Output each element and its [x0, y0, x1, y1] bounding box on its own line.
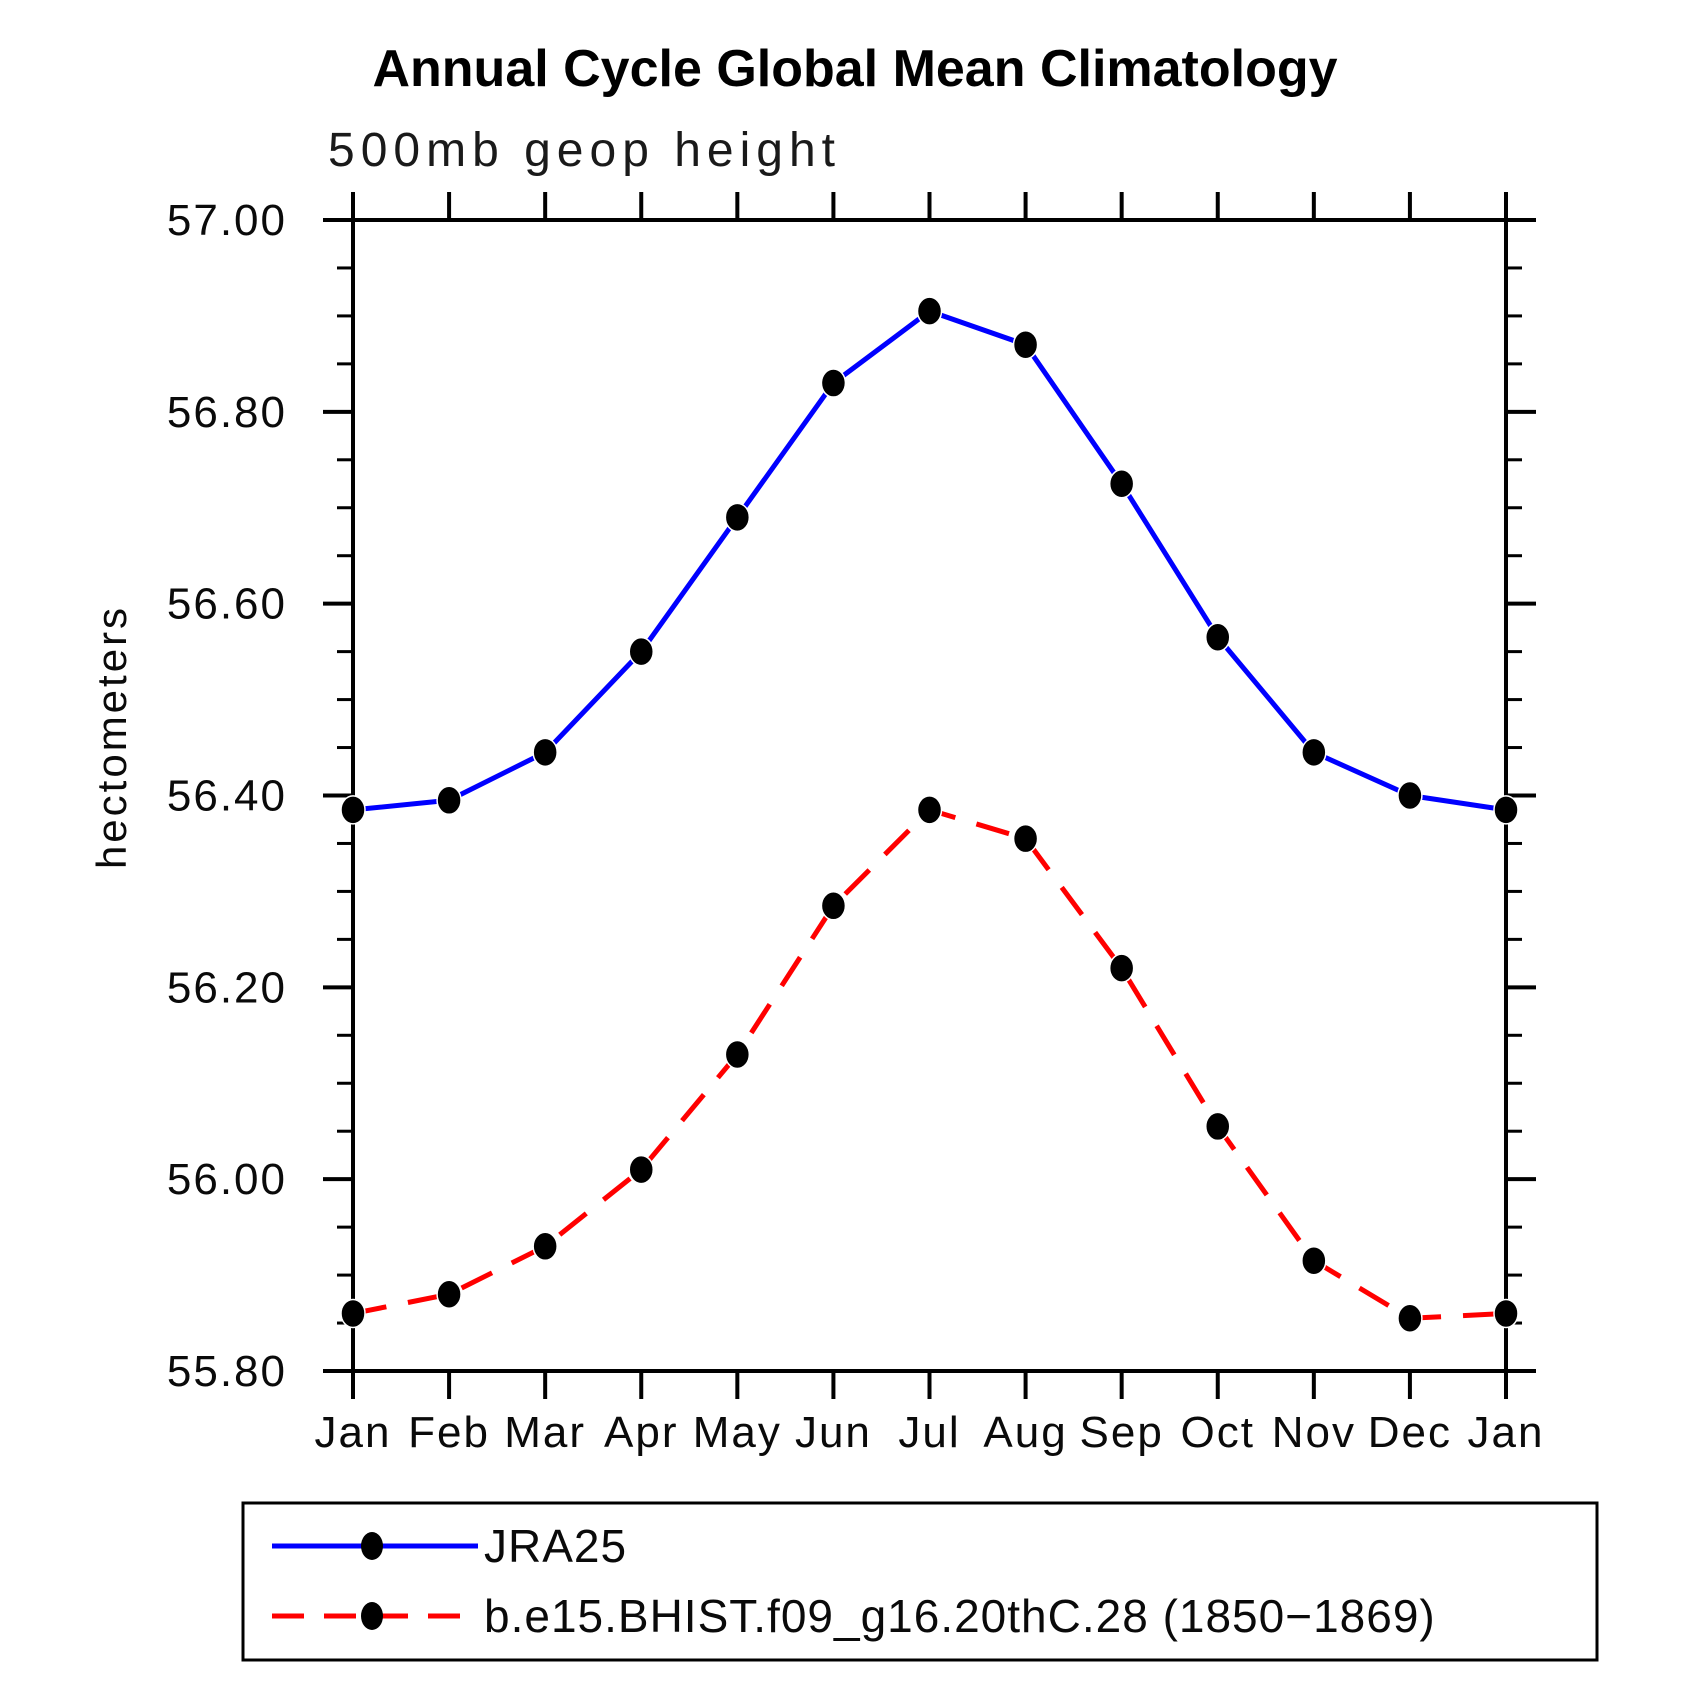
y-tick-label: 56.20 — [167, 963, 287, 1012]
data-point — [628, 636, 654, 667]
data-point — [1493, 1298, 1519, 1329]
y-axis-label: hectometers — [88, 605, 135, 869]
chart-title: Annual Cycle Global Mean Climatology — [372, 40, 1337, 98]
x-tick-label: Jan — [1468, 1408, 1545, 1457]
x-tick-label: Dec — [1368, 1408, 1452, 1457]
data-point — [1397, 1303, 1423, 1333]
legend-sample-marker-jra25 — [361, 1532, 383, 1560]
data-point — [820, 891, 847, 921]
legend-box: JRA25 b.e15.BHIST.f09_g16.20thC.28 (1850… — [241, 1501, 1599, 1662]
series-line-1 — [352, 807, 1507, 1321]
data-point — [820, 368, 847, 398]
data-point — [724, 1039, 751, 1070]
data-point — [1108, 953, 1135, 983]
y-tick-label: 56.60 — [167, 580, 287, 629]
x-tick-label: Mar — [504, 1408, 586, 1457]
y-axis-ticks — [323, 218, 1536, 1373]
x-tick-label: Jul — [898, 1408, 960, 1457]
x-tick-label: Jun — [795, 1408, 872, 1457]
data-point — [1205, 1111, 1231, 1142]
data-point — [1301, 737, 1327, 768]
legend-frame — [241, 1501, 1599, 1662]
x-tick-label: Feb — [408, 1408, 490, 1457]
y-tick-label: 56.40 — [167, 772, 287, 821]
data-point — [1493, 795, 1519, 825]
data-point — [436, 1279, 462, 1310]
y-tick-label: 56.80 — [167, 388, 287, 437]
data-point — [1108, 469, 1135, 499]
y-axis-tick-labels: 55.80 56.00 56.20 56.40 56.60 56.80 57.00 — [167, 196, 287, 1396]
x-axis-tick-labels: Jan Feb Mar Apr May Jun Jul Aug Sep Oct Nov Dec Jan — [315, 1408, 1545, 1457]
y-tick-label: 55.80 — [167, 1347, 287, 1396]
data-point — [1301, 1245, 1327, 1276]
x-tick-label: Apr — [604, 1408, 678, 1457]
x-tick-label: Aug — [983, 1408, 1067, 1457]
data-point — [532, 1231, 558, 1262]
data-point — [340, 1298, 366, 1329]
data-point — [628, 1154, 654, 1185]
data-point — [532, 737, 558, 768]
data-series-markers — [340, 296, 1519, 1333]
x-tick-label: Sep — [1080, 1408, 1164, 1457]
data-point — [1397, 780, 1423, 811]
legend-label-model: b.e15.BHIST.f09_g16.20thC.28 (1850−1869) — [484, 1590, 1436, 1642]
data-point — [1012, 329, 1039, 360]
x-tick-label: Jan — [315, 1408, 392, 1457]
data-point — [916, 296, 943, 326]
y-tick-label: 56.00 — [167, 1155, 287, 1204]
legend-sample-marker-model — [361, 1602, 383, 1630]
chart-subtitle: 500mb geop height — [328, 124, 841, 177]
y-tick-label: 57.00 — [167, 196, 287, 245]
x-axis-ticks — [351, 192, 1508, 1399]
x-tick-label: May — [693, 1408, 782, 1457]
data-point — [340, 795, 366, 825]
data-point — [436, 785, 462, 816]
x-tick-label: Nov — [1272, 1408, 1356, 1457]
series-line-0 — [352, 308, 1507, 813]
data-point — [1012, 823, 1039, 854]
legend-label-jra25: JRA25 — [484, 1520, 627, 1572]
x-tick-label: Oct — [1181, 1408, 1255, 1457]
data-point — [724, 502, 751, 533]
data-point — [916, 795, 943, 825]
data-point — [1205, 622, 1231, 652]
